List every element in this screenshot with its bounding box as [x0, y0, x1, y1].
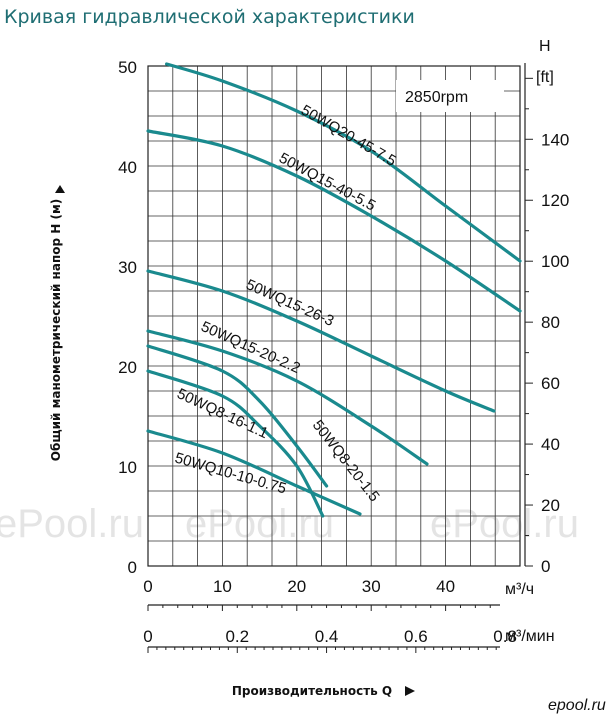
- speed-label-bg: [396, 80, 504, 112]
- axes: 0 10 20 30 40 50 Общий манометрический напор H…: [49, 38, 569, 698]
- y-left-tick-label: 40: [118, 158, 137, 177]
- y-left-tick-label: 30: [118, 258, 137, 277]
- x-tick-label-m3h: 10: [213, 577, 232, 596]
- series-line: [146, 344, 329, 488]
- series-line: [146, 269, 496, 413]
- curves: [146, 62, 522, 518]
- grid: ePool.ru ePool.ru ePool.ru: [0, 65, 579, 567]
- y-left-tick-label: 20: [118, 358, 137, 377]
- series-line: [146, 129, 522, 313]
- y-right-tick-label: 100: [541, 252, 569, 271]
- y-right-tick-label: 140: [541, 130, 569, 149]
- x-tick-label-m3min: 0.8: [493, 627, 517, 646]
- watermark-text: ePool.ru: [185, 502, 334, 546]
- watermark-text: ePool.ru: [0, 502, 144, 546]
- x-tick-label-m3min: 0.6: [404, 627, 428, 646]
- series-line: [165, 62, 522, 263]
- x-axis-title: Производительность Q: [232, 684, 392, 698]
- y-right-tick-label: 80: [541, 313, 560, 332]
- y-right-tick-label: 120: [541, 191, 569, 210]
- x-tick-label-m3h: 20: [287, 577, 306, 596]
- series-label: 50WQ20-45-7.5: [298, 102, 399, 170]
- x-tick-label-m3h: 40: [436, 577, 455, 596]
- x-tick-label-m3min: 0.4: [315, 627, 339, 646]
- labels: 2850rpm50WQ20-45-7.550WQ15-40-5.550WQ15-…: [173, 80, 606, 714]
- y-right-tick-label: 20: [541, 496, 560, 515]
- x-tick-label-m3min: 0.2: [225, 627, 249, 646]
- series-line: [146, 369, 325, 518]
- x-tick-label-m3h: 30: [362, 577, 381, 596]
- series-line: [146, 329, 429, 466]
- y-left-tick-label: 50: [118, 58, 137, 77]
- x-axis-arrow-icon: [405, 686, 415, 696]
- x-unit-m3min: м³/мин: [505, 628, 555, 645]
- x-tick-label-m3min: 0: [143, 627, 152, 646]
- series-label: 50WQ8-20-1.5: [309, 417, 383, 505]
- y-right-tick-label: 60: [541, 374, 560, 393]
- y-axis-arrow-icon: [55, 185, 65, 193]
- x-tick-label-m3h: 0: [143, 577, 152, 596]
- y-left-tick-label: 10: [118, 458, 137, 477]
- y-right-unit: [ft]: [536, 69, 554, 86]
- series-label: 50WQ15-40-5.5: [276, 150, 378, 215]
- plot-frame: [147, 65, 521, 567]
- footer-logo: epool.ru: [548, 697, 606, 714]
- y-left-tick-label: 0: [128, 558, 137, 577]
- y-right-tick-label: 0: [541, 557, 550, 576]
- y-left-axis-title: Общий манометрический напор H (м): [49, 199, 63, 462]
- x-unit-m3h: м³/ч: [505, 581, 534, 598]
- watermark-text: ePool.ru: [430, 502, 579, 546]
- y-right-tick-label: 40: [541, 435, 560, 454]
- series-line: [146, 429, 362, 516]
- page-title: Кривая гидравлической характеристики: [4, 6, 415, 28]
- y-right-title: H: [539, 38, 551, 55]
- speed-label: 2850rpm: [405, 89, 468, 106]
